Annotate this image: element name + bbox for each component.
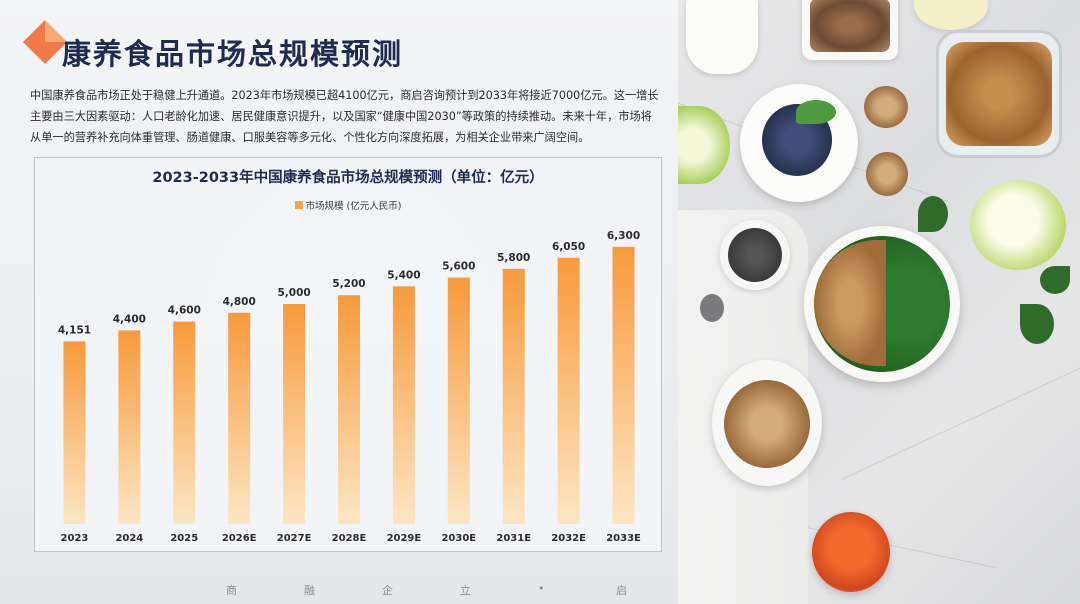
mixed-seeds [810, 0, 890, 52]
legend-label: 市场规模 (亿元人民币) [305, 201, 402, 212]
x-tick-label: 2023 [61, 533, 89, 544]
footer-char: 启 [616, 584, 627, 597]
bar-2033E [612, 246, 635, 525]
slide-content: 康养食品市场总规模预测 中国康养食品市场正处于稳健上升通道。2023年市场规模已… [0, 0, 678, 604]
x-tick-label: 2025 [170, 533, 198, 544]
footer-char: 商 [226, 584, 237, 597]
bar-2028E [338, 295, 360, 524]
walnuts [724, 380, 810, 468]
data-label: 4,400 [113, 313, 146, 325]
apple-slice [678, 106, 730, 184]
chart-title: 2023-2033年中国康养食品市场总规模预测（单位：亿元） [152, 170, 544, 186]
footer-char: • [538, 582, 545, 595]
data-label: 5,000 [277, 287, 310, 299]
walnut [864, 86, 908, 128]
legend-swatch [294, 201, 303, 209]
data-label: 5,200 [332, 278, 365, 290]
chart-panel: 4,151 2023 4,400 2024 4,600 2025 4,800 2026E 5,0… [34, 157, 662, 552]
spinach-leaf [1020, 304, 1054, 344]
chart-legend: 市场规模 (亿元人民币) [35, 198, 661, 212]
data-label: 6,050 [552, 241, 585, 253]
spinach-leaf [918, 196, 948, 232]
spinach-leaf [1040, 266, 1070, 294]
granola [946, 42, 1052, 146]
footer-char: 企 [382, 584, 393, 597]
bar-chart: 4,151 2023 4,400 2024 4,600 2025 4,800 2026E 5,0… [58, 230, 641, 544]
bar-2029E [392, 286, 415, 524]
x-tick-label: 2030E [441, 533, 476, 544]
brand-diamond-icon [23, 20, 67, 64]
bar-2031E [502, 268, 525, 524]
bar-2025 [173, 321, 196, 524]
green-apple [970, 180, 1066, 270]
data-label: 6,300 [607, 230, 640, 242]
intro-paragraph: 中国康养食品市场正处于稳健上升通道。2023年市场规模已超4100亿元，商启咨询… [30, 89, 659, 144]
bar-2024 [118, 330, 141, 524]
mint-leaf [796, 100, 836, 124]
x-tick-label: 2033E [606, 533, 641, 544]
bar-2030E [447, 277, 470, 524]
spoon [700, 294, 724, 322]
lemon-drink [914, 0, 988, 30]
data-label: 4,800 [223, 296, 256, 308]
x-tick-label: 2027E [277, 533, 312, 544]
bar-2023 [63, 341, 86, 524]
footer-char: 立 [460, 584, 471, 597]
bar-2026E [228, 312, 251, 524]
x-tick-label: 2032E [551, 533, 586, 544]
honey-jar [812, 512, 890, 592]
bar-2027E [283, 304, 306, 524]
walnut [866, 152, 908, 196]
x-tick-label: 2028E [332, 533, 367, 544]
data-label: 4,151 [58, 324, 91, 336]
data-label: 5,800 [497, 252, 530, 264]
footer-brand-text: 商 融 企 立 • 启 [0, 582, 678, 600]
food-photo [678, 0, 1080, 604]
x-tick-label: 2026E [222, 533, 257, 544]
bar-2032E [557, 257, 580, 524]
chia-seeds [728, 228, 782, 282]
page-title: 康养食品市场总规模预测 [62, 37, 404, 71]
footer-char: 融 [304, 584, 315, 597]
x-tick-label: 2031E [496, 533, 531, 544]
data-label: 5,600 [442, 261, 475, 273]
milk-glass [686, 0, 758, 74]
data-label: 4,600 [168, 305, 201, 317]
data-label: 5,400 [387, 269, 420, 281]
x-tick-label: 2029E [387, 533, 422, 544]
x-tick-label: 2024 [115, 533, 143, 544]
